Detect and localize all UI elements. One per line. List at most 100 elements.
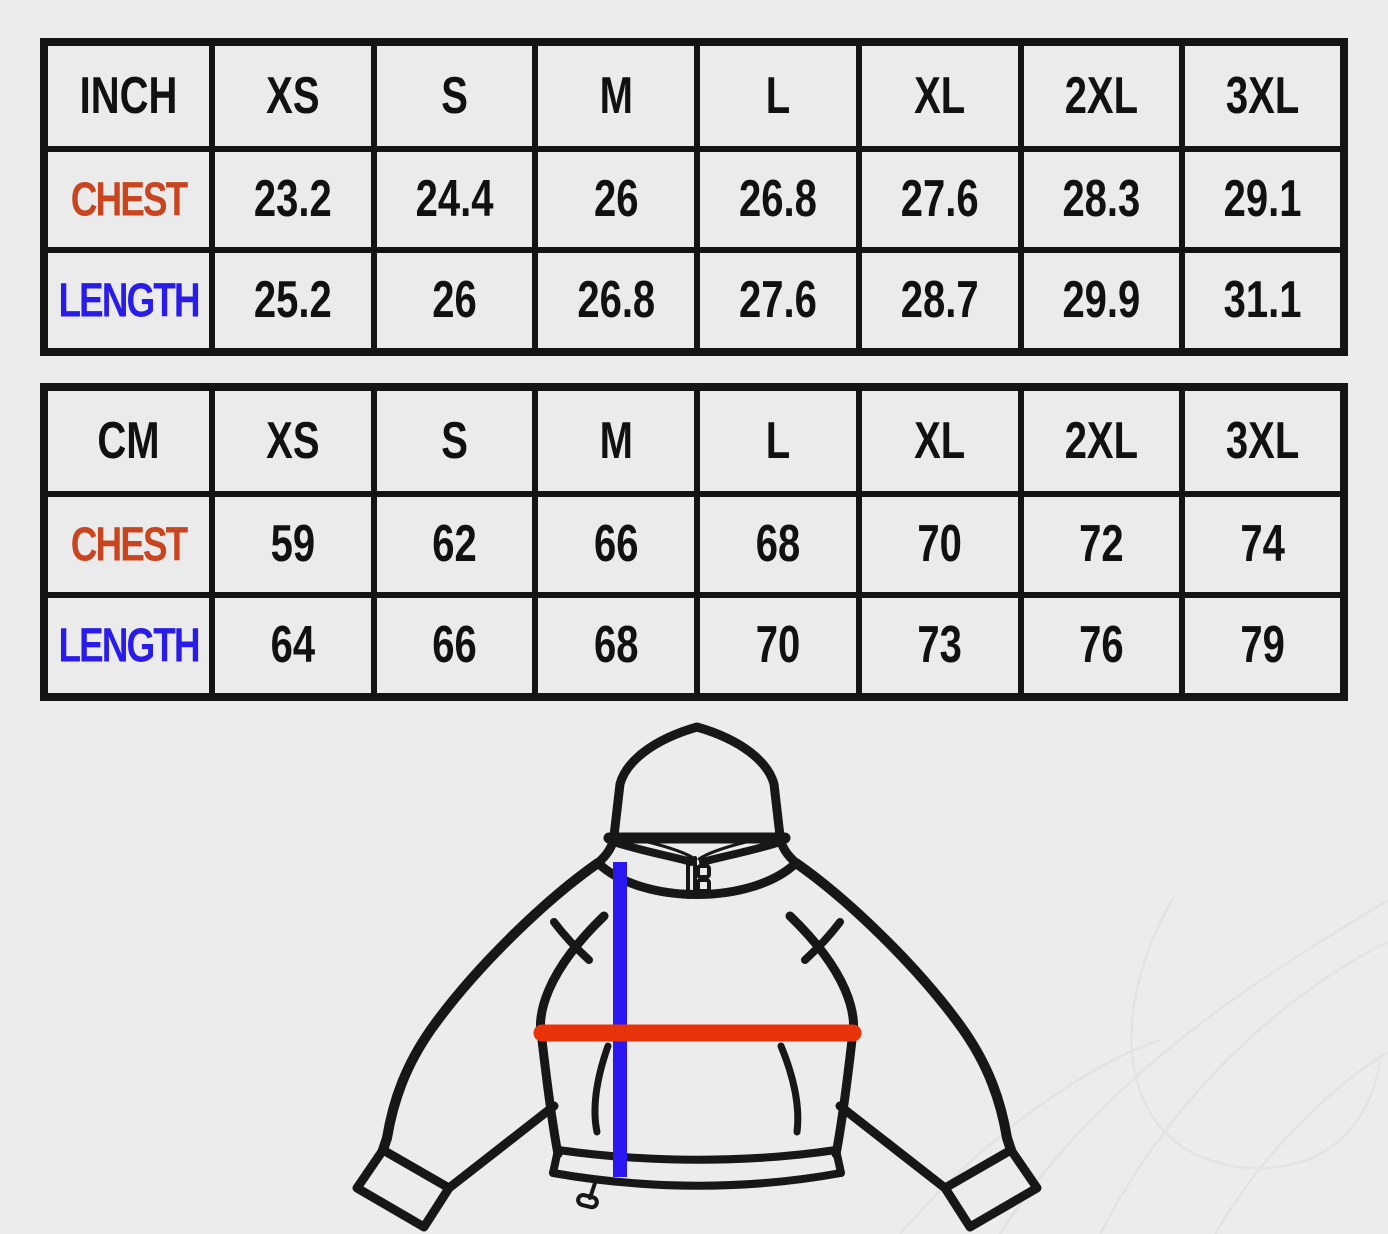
hem-left-end [549,1146,562,1177]
size-label: XS [266,66,320,124]
size-label: S [441,411,468,469]
table-row: LENGTH 25.2 26 26.8 27.6 28.7 29.9 31.1 [41,247,1347,355]
pocket-right-edge [777,1042,802,1136]
hoodie-outline [352,722,1042,1232]
value-cell: 28.7 [855,247,1024,355]
cell-value: 68 [755,515,801,573]
size-header-cell: 3XL [1179,384,1347,497]
table-row: LENGTH 64 66 68 70 73 76 79 [41,592,1347,700]
value-cell: 26 [370,247,539,355]
row-label-cell: LENGTH [41,592,215,700]
size-label: M [599,411,633,469]
hem-bottom [549,1169,845,1190]
cell-value: 68 [594,616,639,674]
size-header-cell: XL [855,384,1024,497]
value-cell: 24.4 [370,146,539,253]
row-label-cell: LENGTH [41,247,215,355]
cell-value: 31.1 [1223,271,1302,329]
cell-value: 79 [1240,616,1285,674]
size-header-cell: 2XL [1017,39,1186,152]
size-header-cell: L [694,384,862,497]
size-header-cell: XS [209,39,377,152]
value-cell: 59 [209,491,377,598]
value-cell: 73 [855,592,1024,700]
value-cell: 28.3 [1017,146,1186,253]
table-row: INCH XS S M L XL 2XL 3XL [41,39,1347,152]
cell-value: 70 [917,515,962,573]
value-cell: 25.2 [209,247,377,355]
size-label: M [599,66,633,124]
right-sleeve-underside [835,1101,950,1193]
pocket-left-edge [591,1042,612,1136]
value-cell: 27.6 [855,146,1024,253]
size-label: 3XL [1225,411,1300,469]
length-row-label: LENGTH [58,273,200,327]
value-cell: 64 [209,592,377,700]
size-label: 3XL [1225,66,1300,124]
cell-value: 72 [1079,515,1124,573]
value-cell: 66 [370,592,539,700]
drawstring-toggle [576,1193,599,1210]
size-label: L [765,66,791,124]
watermark-lines [899,897,1388,1234]
collar-inner-left [646,840,697,861]
hoodie-measurement-diagram [352,722,1388,1234]
size-header-cell: S [370,39,539,152]
row-label-cell: CHEST [41,491,215,598]
size-label: L [765,411,791,469]
cell-value: 29.9 [1062,271,1141,329]
cell-value: 23.2 [253,170,332,228]
value-cell: 26.8 [532,247,701,355]
size-header-cell: 2XL [1017,384,1186,497]
cell-value: 26 [432,271,477,329]
table-row: CM XS S M L XL 2XL 3XL [41,384,1347,497]
placket [686,856,697,899]
unit-header-cell: INCH [41,39,215,152]
row-label-cell: CHEST [41,146,215,253]
cell-value: 26.8 [577,271,656,329]
value-cell: 23.2 [209,146,377,253]
size-label: 2XL [1064,411,1139,469]
value-cell: 31.1 [1179,247,1347,355]
value-cell: 70 [855,491,1024,598]
size-header-cell: XL [855,39,1024,152]
left-sleeve-outer [378,858,603,1155]
cell-value: 70 [755,616,801,674]
unit-label: CM [97,411,160,469]
value-cell: 70 [694,592,862,700]
cell-value: 73 [917,616,962,674]
size-table-cm: CM XS S M L XL 2XL 3XL CHEST 59 62 66 68… [40,383,1348,701]
size-label: XL [914,66,966,124]
size-label: XL [914,411,966,469]
cell-value: 25.2 [253,271,332,329]
cell-value: 27.6 [739,271,817,329]
value-cell: 26 [532,146,701,253]
hem-right-end [832,1146,845,1177]
size-header-cell: 3XL [1179,39,1347,152]
value-cell: 66 [532,491,701,598]
placket-button-bottom [696,878,711,893]
left-sleeve-underside [444,1101,559,1193]
placket-button-top [696,864,711,879]
value-cell: 68 [532,592,701,700]
value-cell: 72 [1017,491,1186,598]
size-label: 2XL [1064,66,1139,124]
cell-value: 28.3 [1062,170,1141,228]
length-row-label: LENGTH [58,618,200,672]
table-row: CHEST 23.2 24.4 26 26.8 27.6 28.3 29.1 [41,146,1347,253]
value-cell: 26.8 [694,146,862,253]
left-raglan-seam [550,918,593,964]
unit-header-cell: CM [41,384,215,497]
hem-top [554,1146,840,1164]
value-cell: 29.9 [1017,247,1186,355]
cell-value: 74 [1240,515,1285,573]
value-cell: 29.1 [1179,146,1347,253]
size-header-cell: M [532,39,701,152]
size-header-cell: L [694,39,862,152]
cell-value: 66 [432,616,477,674]
cell-value: 66 [594,515,639,573]
size-label: XS [266,411,320,469]
value-cell: 27.6 [694,247,862,355]
value-cell: 79 [1179,592,1347,700]
size-header-cell: S [370,384,539,497]
